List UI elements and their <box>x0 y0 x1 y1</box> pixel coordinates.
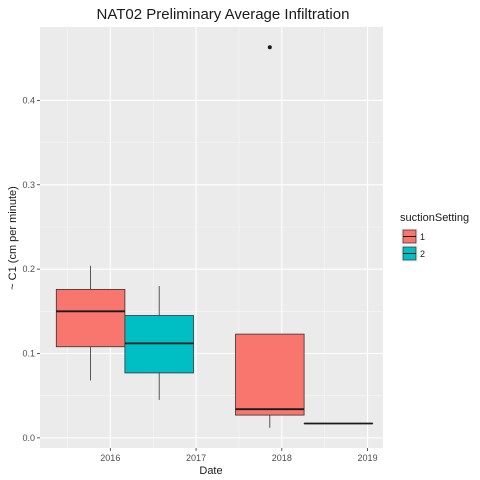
outlier-point <box>267 45 272 50</box>
box-group-3 <box>235 45 305 428</box>
x-tick-label: 2017 <box>186 453 206 463</box>
chart-title: NAT02 Preliminary Average Infiltration <box>97 6 350 23</box>
x-tick-label: 2016 <box>100 453 120 463</box>
box-group-1 <box>55 265 126 381</box>
y-tick-label: 0.4 <box>22 95 35 105</box>
legend-label: 2 <box>420 249 425 259</box>
legend-title: suctionSetting <box>400 212 469 224</box>
x-axis-title: Date <box>199 465 222 477</box>
x-tick-label: 2018 <box>272 453 292 463</box>
panel-background <box>40 27 383 448</box>
y-tick-label: 0.2 <box>22 264 35 274</box>
y-axis-title: ~ C1 (cm per minute) <box>7 186 19 290</box>
x-axis: 2016 2017 2018 2019 <box>100 448 378 463</box>
legend: suctionSetting 1 2 <box>400 212 469 262</box>
y-tick-label: 0.1 <box>22 349 35 359</box>
box-body <box>55 288 126 348</box>
box-group-2 <box>124 286 194 400</box>
box-layer <box>55 45 374 428</box>
legend-label: 1 <box>420 232 425 242</box>
box-body <box>235 333 305 416</box>
y-tick-label: 0.3 <box>22 180 35 190</box>
y-tick-label: 0.0 <box>22 433 35 443</box>
x-tick-label: 2019 <box>358 453 378 463</box>
plot-panel <box>40 27 383 448</box>
y-axis: 0.0 0.1 0.2 0.3 0.4 <box>22 95 40 443</box>
